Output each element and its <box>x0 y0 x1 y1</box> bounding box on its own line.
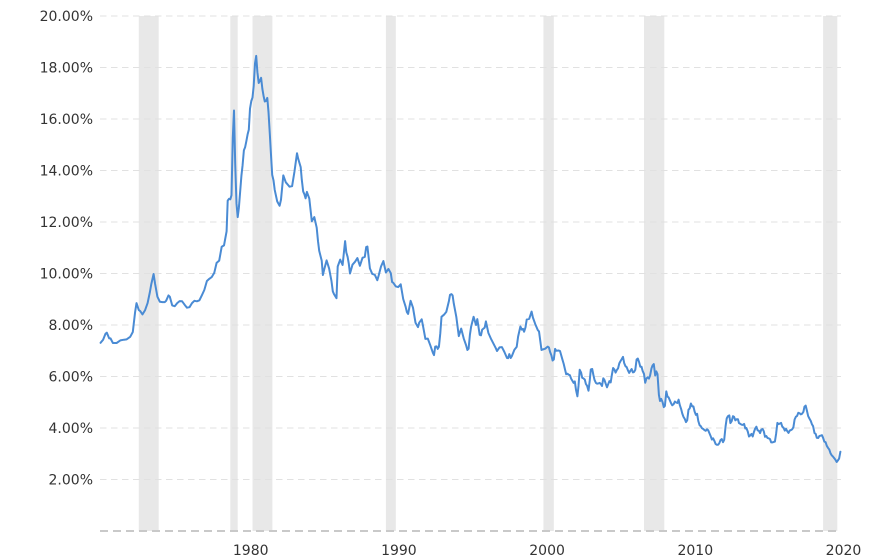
gridlines <box>100 15 841 532</box>
x-axis-label: 2020 <box>826 543 862 559</box>
y-axis-label: 18.00% <box>40 61 93 77</box>
x-axis-label: 1990 <box>381 543 417 559</box>
y-axis-label: 10.00% <box>40 267 93 283</box>
y-axis-label: 12.00% <box>40 215 93 231</box>
y-axis-label: 20.00% <box>40 9 93 25</box>
x-axis-label: 2000 <box>529 543 565 559</box>
y-axis-label: 4.00% <box>49 421 93 437</box>
y-axis-label: 8.00% <box>49 318 93 334</box>
y-axis-label: 2.00% <box>49 473 93 489</box>
x-axis-labels: 1980 1990 2000 2010 2020 <box>233 543 861 559</box>
x-axis-label: 1980 <box>233 543 269 559</box>
recession-band <box>543 16 554 531</box>
y-axis-labels: 20.00% 18.00% 16.00% 14.00% 12.00% 10.00% 8.00… <box>40 9 93 489</box>
y-axis-label: 6.00% <box>49 370 93 386</box>
recession-band <box>252 16 273 531</box>
rate-line <box>99 54 842 463</box>
y-axis-label: 14.00% <box>40 164 93 180</box>
y-axis-label: 16.00% <box>40 112 93 128</box>
x-axis-label: 2010 <box>677 543 713 559</box>
